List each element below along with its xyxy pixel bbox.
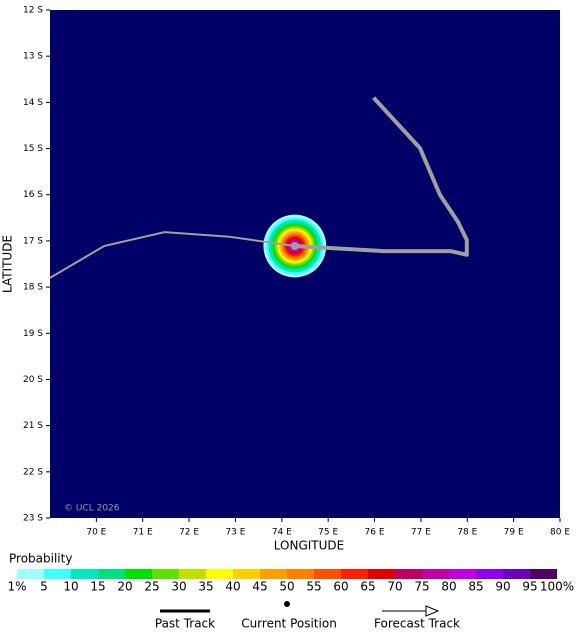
x-tick-label: 73 E xyxy=(225,528,245,538)
colorbar-tick-label: 70 xyxy=(387,580,402,594)
legend-label: Past Track xyxy=(155,617,215,631)
colorbar-swatch xyxy=(449,569,476,579)
legend-current-position xyxy=(284,601,290,607)
y-tick-label: 21 S xyxy=(23,421,43,431)
colorbar-tick-label: 95 xyxy=(522,580,537,594)
colorbar-tick-label: 45 xyxy=(252,580,267,594)
colorbar-tick-label: 50 xyxy=(279,580,294,594)
colorbar-tick-label: 90 xyxy=(495,580,510,594)
colorbar-swatch xyxy=(125,569,152,579)
x-tick-label: 76 E xyxy=(365,528,385,538)
x-tick-label: 79 E xyxy=(504,528,524,538)
legend-label: Current Position xyxy=(241,617,337,631)
x-tick-label: 74 E xyxy=(272,528,292,538)
y-tick-label: 23 S xyxy=(23,514,43,524)
colorbar-tick-label: 35 xyxy=(198,580,213,594)
colorbar-swatch xyxy=(98,569,125,579)
colorbar-tick-label: 80 xyxy=(441,580,456,594)
colorbar-swatch xyxy=(71,569,98,579)
y-tick-label: 14 S xyxy=(23,98,43,108)
colorbar-swatch xyxy=(395,569,422,579)
x-axis-label: LONGITUDE xyxy=(274,539,344,553)
forecast-track xyxy=(49,231,295,279)
colorbar-swatch xyxy=(422,569,449,579)
colorbar-tick-label: 60 xyxy=(333,580,348,594)
colorbar-tick-label: 5 xyxy=(40,580,48,594)
current-position xyxy=(290,241,299,250)
y-tick-label: 18 S xyxy=(23,283,43,293)
colorbar-swatch xyxy=(233,569,260,579)
colorbar-swatch xyxy=(44,569,71,579)
y-tick-label: 12 S xyxy=(23,6,43,16)
colorbar-tick-label: 85 xyxy=(468,580,483,594)
y-tick-label: 20 S xyxy=(23,375,43,385)
x-tick-label: 72 E xyxy=(179,528,199,538)
past-track xyxy=(294,96,469,257)
colorbar-swatch xyxy=(341,569,368,579)
colorbar-tick-label: 20 xyxy=(117,580,132,594)
x-tick-label: 78 E xyxy=(457,528,477,538)
colorbar-swatch xyxy=(206,569,233,579)
colorbar-tick-label: 15 xyxy=(90,580,105,594)
colorbar-tick-label: 75 xyxy=(414,580,429,594)
legend-arrow xyxy=(425,605,440,617)
colorbar-swatch xyxy=(17,569,44,579)
colorbar-tick-label: 100% xyxy=(540,580,574,594)
colorbar-tick-label: 25 xyxy=(144,580,159,594)
colorbar-tick-label: 1% xyxy=(7,580,26,594)
colorbar-swatch xyxy=(476,569,503,579)
y-tick-label: 13 S xyxy=(23,52,43,62)
x-tick-label: 77 E xyxy=(411,528,431,538)
colorbar-swatch xyxy=(152,569,179,579)
colorbar-tick-label: 40 xyxy=(225,580,240,594)
colorbar-swatch xyxy=(503,569,530,579)
legend-label: Forecast Track xyxy=(374,617,460,631)
y-tick-label: 15 S xyxy=(23,144,43,154)
colorbar-tick-label: 55 xyxy=(306,580,321,594)
y-tick-label: 17 S xyxy=(23,236,43,246)
x-tick-label: 75 E xyxy=(318,528,338,538)
colorbar-swatch xyxy=(179,569,206,579)
y-tick-label: 19 S xyxy=(23,329,43,339)
y-tick-label: 16 S xyxy=(23,190,43,200)
colorbar-swatch xyxy=(287,569,314,579)
colorbar-tick-label: 30 xyxy=(171,580,186,594)
y-axis-label: LATITUDE xyxy=(1,235,15,293)
colorbar-swatch xyxy=(314,569,341,579)
colorbar-tick-label: 10 xyxy=(63,580,78,594)
colorbar-title: Probability xyxy=(9,552,72,566)
colorbar-swatch xyxy=(530,569,557,579)
colorbar-swatch xyxy=(368,569,395,579)
y-tick-label: 22 S xyxy=(23,467,43,477)
x-tick-label: 80 E xyxy=(550,528,570,538)
colorbar-tick-label: 65 xyxy=(360,580,375,594)
credit: © UCL 2026 xyxy=(64,504,120,514)
x-tick-label: 71 E xyxy=(133,528,153,538)
colorbar-swatch xyxy=(260,569,287,579)
x-tick-label: 70 E xyxy=(86,528,106,538)
